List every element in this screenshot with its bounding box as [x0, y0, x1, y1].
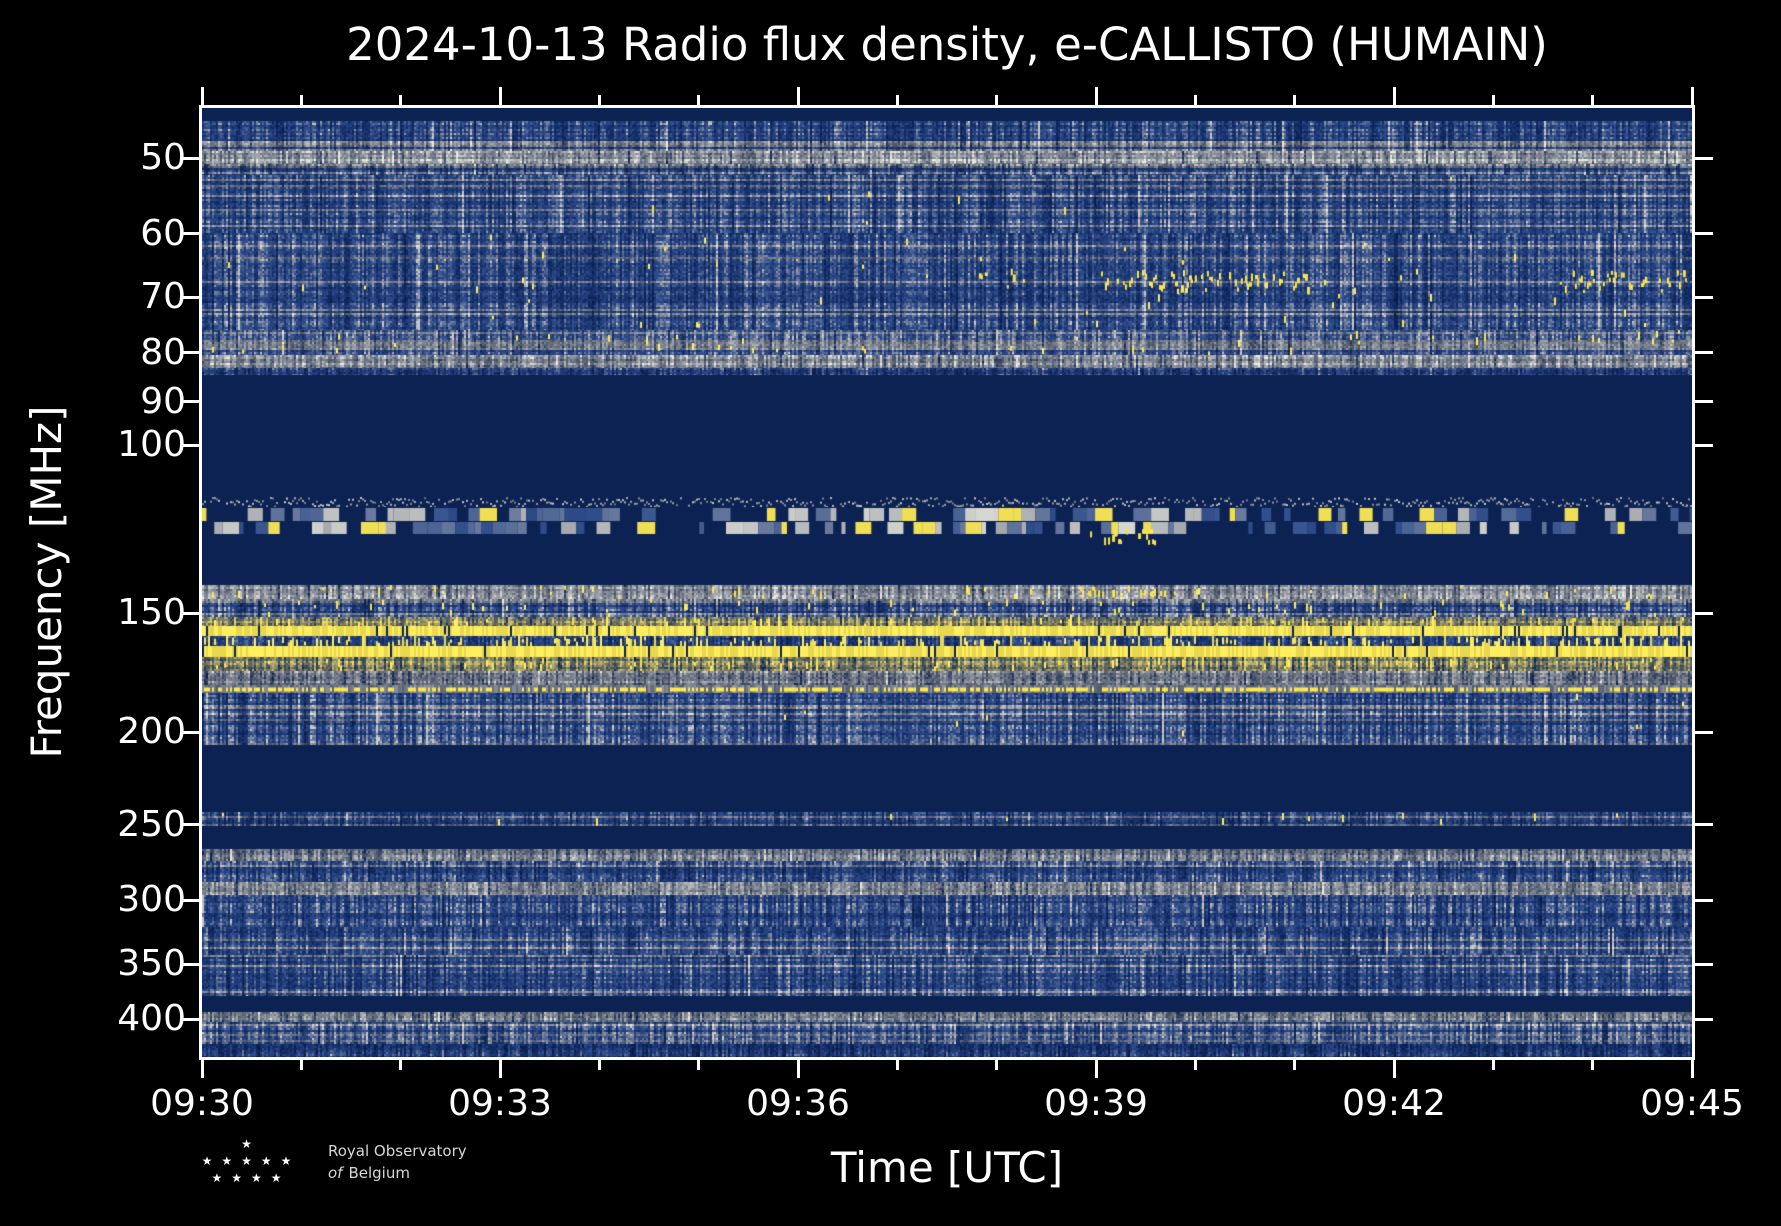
x-tick-label: 09:36 [746, 1083, 850, 1124]
x-tick-major [1094, 1060, 1098, 1078]
x-tick-major [1690, 1060, 1694, 1078]
y-tick-label: 400 [117, 998, 186, 1040]
plot-area [199, 105, 1695, 1060]
x-tick-minor [1591, 1060, 1595, 1070]
x-tick-label: 09:42 [1342, 1083, 1446, 1124]
x-tick-minor [597, 1060, 601, 1070]
y-tick-major [1695, 730, 1713, 734]
x-tick-major [1094, 87, 1098, 105]
x-tick-label: 09:39 [1044, 1083, 1148, 1124]
y-tick-major [1695, 823, 1713, 827]
x-tick-minor [399, 1060, 403, 1070]
y-tick-major [181, 962, 199, 966]
y-tick-major [1695, 611, 1713, 615]
rob-logo-line2-italic: of [328, 1163, 343, 1182]
x-tick-minor [1293, 1060, 1297, 1070]
x-tick-minor [1591, 95, 1595, 105]
x-tick-minor [1491, 1060, 1495, 1070]
y-tick-major [1695, 962, 1713, 966]
x-tick-minor [697, 1060, 701, 1070]
y-tick-label: 80 [140, 331, 186, 373]
y-tick-major [181, 730, 199, 734]
x-tick-minor [1491, 95, 1495, 105]
x-tick-label: 09:33 [448, 1083, 552, 1124]
y-tick-label: 100 [117, 424, 186, 466]
rob-logo-text: Royal Observatory of Belgium [328, 1140, 467, 1184]
y-tick-major [1695, 1017, 1713, 1021]
y-tick-major [181, 1017, 199, 1021]
x-tick-minor [895, 1060, 899, 1070]
x-tick-minor [995, 95, 999, 105]
y-tick-major [1695, 295, 1713, 299]
star-icon-row: ★★★★★ [201, 1154, 301, 1168]
x-tick-minor [1193, 95, 1197, 105]
rob-logo-line2: of Belgium [328, 1162, 467, 1184]
y-tick-major [181, 611, 199, 615]
x-tick-major [796, 87, 800, 105]
y-tick-label: 50 [140, 137, 186, 179]
y-tick-label: 70 [140, 276, 186, 318]
y-tick-label: 200 [117, 711, 186, 753]
rob-logo-line2-rest: Belgium [348, 1163, 410, 1182]
y-tick-label: 60 [140, 212, 186, 254]
y-tick-major [1695, 156, 1713, 160]
y-tick-major [181, 823, 199, 827]
y-axis-label: Frequency [MHz] [22, 405, 71, 759]
x-tick-minor [995, 1060, 999, 1070]
rob-logo-stars-icon: ★ ★★★★★ ★★★★ [196, 1136, 306, 1187]
x-tick-major [498, 1060, 502, 1078]
y-tick-label: 250 [117, 803, 186, 845]
y-tick-major [1695, 898, 1713, 902]
x-tick-minor [299, 95, 303, 105]
x-tick-major [796, 1060, 800, 1078]
x-tick-minor [597, 95, 601, 105]
x-tick-major [200, 87, 204, 105]
spectrogram-canvas [202, 108, 1692, 1057]
x-tick-major [498, 87, 502, 105]
y-tick-major [181, 443, 199, 447]
y-tick-major [1695, 351, 1713, 355]
y-tick-major [181, 295, 199, 299]
y-tick-major [1695, 232, 1713, 236]
star-icon-row: ★ [241, 1137, 261, 1151]
x-tick-minor [399, 95, 403, 105]
x-tick-major [200, 1060, 204, 1078]
x-tick-minor [1293, 95, 1297, 105]
x-tick-minor [895, 95, 899, 105]
y-tick-major [1695, 443, 1713, 447]
y-tick-major [181, 232, 199, 236]
x-tick-label: 09:30 [150, 1083, 254, 1124]
y-tick-major [181, 351, 199, 355]
star-icon-row: ★★★★ [211, 1171, 291, 1185]
x-tick-major [1392, 87, 1396, 105]
y-tick-major [181, 898, 199, 902]
x-tick-minor [697, 95, 701, 105]
x-tick-major [1690, 87, 1694, 105]
y-tick-major [181, 156, 199, 160]
y-tick-label: 90 [140, 380, 186, 422]
x-axis-label: Time [UTC] [830, 1143, 1064, 1192]
y-tick-label: 350 [117, 943, 186, 985]
rob-logo-line1: Royal Observatory [328, 1141, 467, 1160]
x-tick-minor [299, 1060, 303, 1070]
x-tick-minor [1193, 1060, 1197, 1070]
x-tick-major [1392, 1060, 1396, 1078]
y-tick-label: 300 [117, 879, 186, 921]
y-tick-major [181, 400, 199, 404]
x-tick-label: 09:45 [1640, 1083, 1744, 1124]
rob-logo: ★ ★★★★★ ★★★★ Royal Observatory of Belgium [196, 1136, 467, 1187]
chart-title: 2024-10-13 Radio flux density, e-CALLIST… [346, 18, 1548, 71]
y-tick-label: 150 [117, 592, 186, 634]
y-tick-major [1695, 400, 1713, 404]
